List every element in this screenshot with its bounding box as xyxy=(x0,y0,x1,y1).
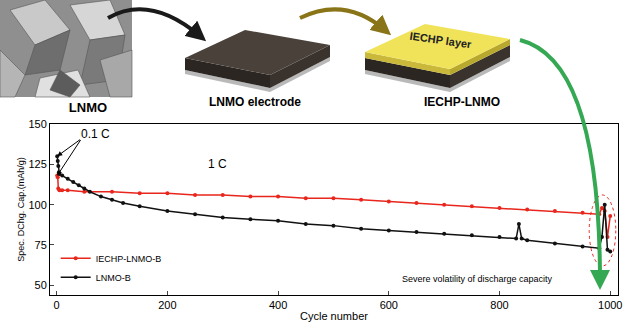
svg-text:LNMO: LNMO xyxy=(69,100,107,115)
svg-text:150: 150 xyxy=(28,118,46,130)
svg-text:125: 125 xyxy=(28,158,46,170)
svg-text:Severe volatility of discharge: Severe volatility of discharge capacity xyxy=(402,274,553,284)
svg-text:LNMO-B: LNMO-B xyxy=(96,273,131,283)
svg-text:Cycle number: Cycle number xyxy=(300,310,368,322)
svg-text:1 C: 1 C xyxy=(208,157,227,171)
svg-text:0: 0 xyxy=(54,299,60,311)
svg-text:400: 400 xyxy=(269,299,287,311)
svg-text:100: 100 xyxy=(28,199,46,211)
svg-text:200: 200 xyxy=(158,299,176,311)
svg-text:75: 75 xyxy=(35,239,47,251)
svg-text:IECHP-LNMO: IECHP-LNMO xyxy=(424,95,500,109)
svg-text:0.1 C: 0.1 C xyxy=(81,127,110,141)
svg-text:1000: 1000 xyxy=(598,299,622,311)
svg-text:Spec. DChg. Cap.(mAh/g): Spec. DChg. Cap.(mAh/g) xyxy=(16,157,26,262)
svg-text:IECHP layer: IECHP layer xyxy=(409,30,473,51)
svg-text:600: 600 xyxy=(380,299,398,311)
svg-text:800: 800 xyxy=(490,299,508,311)
svg-text:IECHP-LNMO-B: IECHP-LNMO-B xyxy=(96,254,162,264)
svg-text:LNMO electrode: LNMO electrode xyxy=(209,95,301,109)
svg-text:50: 50 xyxy=(35,279,47,291)
